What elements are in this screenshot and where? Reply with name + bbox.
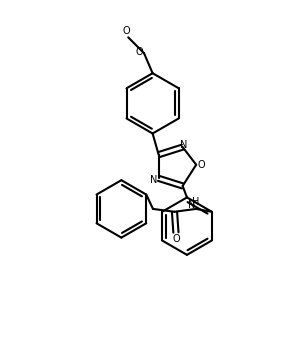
Text: H: H [192,197,200,207]
Text: O: O [173,234,181,244]
Text: O: O [136,47,143,57]
Text: N: N [188,200,196,210]
Text: N: N [150,175,157,185]
Text: N: N [180,140,188,150]
Text: O: O [123,26,130,36]
Text: O: O [198,160,205,170]
